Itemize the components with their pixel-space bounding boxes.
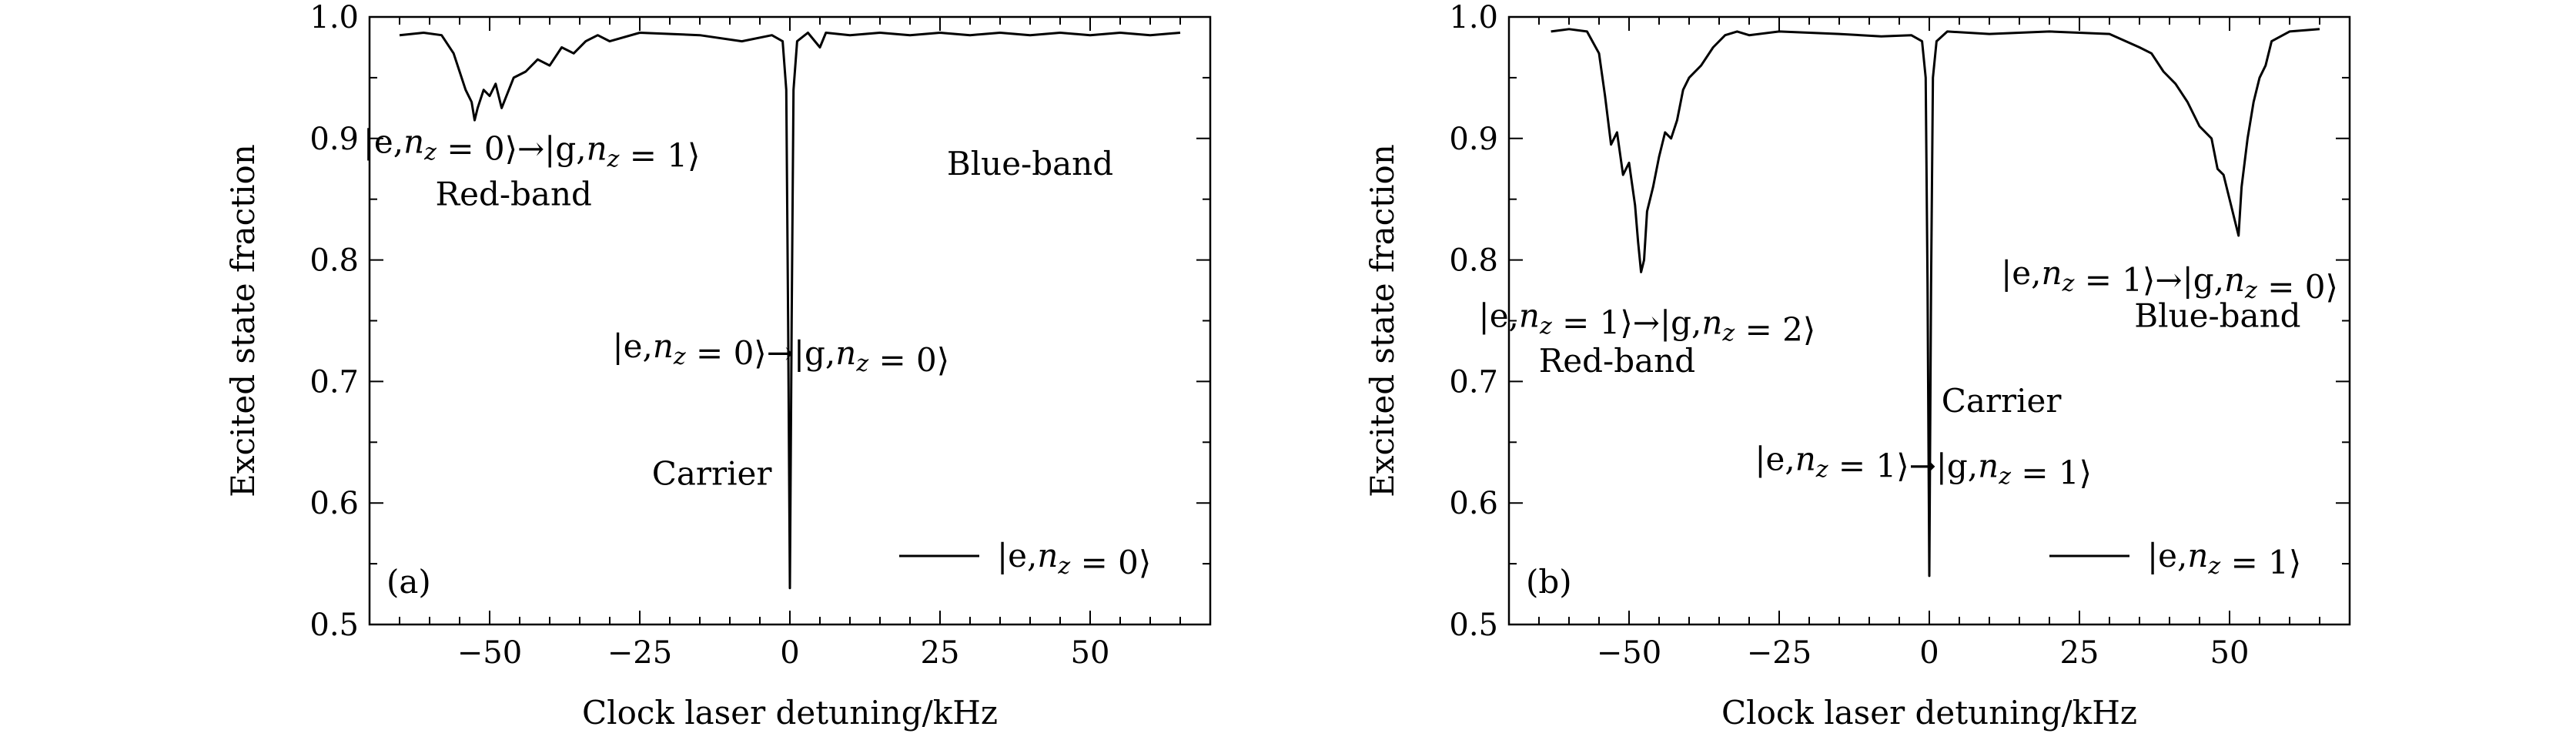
y-tick-label: 0.6	[309, 486, 359, 521]
annotation: |e,nz = 0⟩→|g,nz = 0⟩	[612, 327, 949, 379]
y-tick-label: 0.9	[1449, 122, 1498, 157]
x-tick-label: −25	[1747, 635, 1812, 671]
annotation: |e,nz = 0⟩→|g,nz = 1⟩	[363, 123, 701, 175]
y-tick-label: 1.0	[1449, 0, 1498, 35]
y-tick-label: 1.0	[309, 0, 359, 35]
legend-label: |e,nz = 1⟩	[2147, 537, 2301, 581]
x-tick-label: 50	[2210, 635, 2250, 671]
x-tick-label: 0	[1919, 635, 1939, 671]
series-line	[399, 32, 1181, 590]
panel-label: (a)	[386, 563, 431, 601]
panel-a: −50 −25 0 25 50 0.5 0.6 0.7 0.8 0.9 1.0 Clock laser…	[224, 0, 1212, 732]
y-axis-label: Excited state fraction	[224, 144, 262, 497]
x-tick-label: 25	[2060, 635, 2099, 671]
panel-b: −50 −25 0 25 50 0.5 0.6 0.7 0.8 0.9 1.0 Clock laser…	[1363, 0, 2351, 732]
series-line	[1551, 28, 2320, 578]
x-axis-label: Clock laser detuning/kHz	[1721, 694, 2137, 732]
annotation: |e,nz = 1⟩→|g,nz = 1⟩	[1755, 440, 2092, 492]
y-tick-label: 0.8	[1449, 243, 1498, 279]
panel-label: (b)	[1526, 563, 1572, 601]
x-tick-label: −25	[607, 635, 672, 671]
annotation: Red-band	[435, 176, 591, 213]
x-tick-label: 50	[1071, 635, 1110, 671]
y-tick-label: 0.8	[309, 243, 359, 279]
annotation: Carrier	[652, 455, 773, 493]
annotation: Blue-band	[947, 145, 1113, 182]
x-tick-label: 25	[921, 635, 960, 671]
y-tick-label: 0.7	[1449, 364, 1498, 400]
annotation: |e,nz = 1⟩→|g,nz = 2⟩	[1479, 296, 1816, 348]
annotation: Red-band	[1539, 342, 1695, 380]
x-tick-label: 0	[780, 635, 799, 671]
y-axis-label: Excited state fraction	[1363, 144, 1401, 497]
x-tick-label: −50	[457, 635, 522, 671]
y-tick-label: 0.6	[1449, 486, 1498, 521]
annotation: Blue-band	[2134, 296, 2300, 334]
x-tick-label: −50	[1597, 635, 1661, 671]
y-tick-label: 0.7	[309, 364, 359, 400]
annotation: Carrier	[1942, 382, 2062, 420]
annotation: |e,nz = 1⟩→|g,nz = 0⟩	[2001, 254, 2338, 306]
legend-label: |e,nz = 0⟩	[997, 537, 1151, 581]
x-axis-label: Clock laser detuning/kHz	[582, 694, 998, 732]
y-tick-label: 0.5	[309, 608, 359, 643]
y-tick-label: 0.9	[309, 122, 359, 157]
y-tick-label: 0.5	[1449, 608, 1498, 643]
